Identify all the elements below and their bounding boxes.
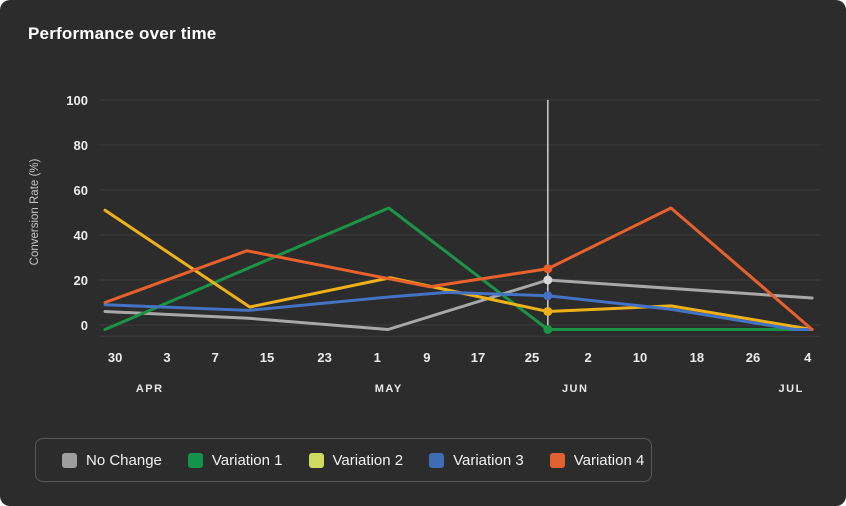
x-tick-label-26: 26 xyxy=(746,350,760,365)
legend-item-variation-4[interactable]: Variation 4 xyxy=(549,451,645,469)
legend-swatch-no-change xyxy=(62,452,77,468)
crosshair-dot-no-change xyxy=(543,275,553,285)
x-tick-label-3: 3 xyxy=(163,350,170,365)
x-month-label-jul: JUL xyxy=(779,383,804,395)
x-month-label-jun: JUN xyxy=(562,383,589,395)
x-tick-label-15: 15 xyxy=(260,350,274,365)
crosshair-dot-variation-2 xyxy=(543,307,553,316)
x-tick-label-18: 18 xyxy=(690,350,704,365)
crosshair-dot-variation-4 xyxy=(543,264,553,274)
x-month-label-apr: APR xyxy=(136,383,164,395)
y-tick-label-80: 80 xyxy=(74,138,88,153)
legend-swatch-variation-4 xyxy=(549,452,565,468)
x-tick-label-30: 30 xyxy=(108,350,122,365)
y-tick-label-40: 40 xyxy=(74,228,88,243)
series-line-variation-1 xyxy=(103,206,814,331)
legend-item-variation-1[interactable]: Variation 1 xyxy=(187,451,283,469)
y-tick-label-0: 0 xyxy=(81,318,88,333)
legend-item-variation-2[interactable]: Variation 2 xyxy=(308,451,404,469)
legend-swatch-variation-3 xyxy=(429,452,445,468)
legend-swatch-variation-1 xyxy=(187,452,203,468)
x-month-label-may: MAY xyxy=(375,383,403,395)
x-tick-label-7: 7 xyxy=(212,350,219,365)
chart-legend: No Change Variation 1 Variation 2 Variation… xyxy=(35,438,652,482)
legend-swatch-variation-2 xyxy=(308,452,324,468)
y-tick-label-20: 20 xyxy=(74,273,88,288)
y-tick-label-60: 60 xyxy=(74,183,88,198)
y-axis-label: Conversion Rate (%) xyxy=(29,158,41,265)
series-line-no-change xyxy=(103,278,814,331)
x-tick-label-2: 2 xyxy=(585,350,592,365)
x-tick-label-17: 17 xyxy=(471,350,485,365)
x-tick-label-25: 25 xyxy=(525,350,539,365)
x-tick-label-4: 4 xyxy=(804,350,812,365)
series-line-variation-4 xyxy=(103,206,814,331)
x-tick-label-23: 23 xyxy=(317,350,331,365)
crosshair-dot-variation-1 xyxy=(543,325,553,334)
series-line-variation-2 xyxy=(103,208,814,331)
x-tick-label-1: 1 xyxy=(374,350,381,365)
legend-label: Variation 4 xyxy=(573,451,645,469)
legend-label: Variation 2 xyxy=(332,451,404,469)
page-title: Performance over time xyxy=(28,24,217,43)
legend-label: No Change xyxy=(86,451,162,469)
x-tick-label-9: 9 xyxy=(423,350,430,365)
crosshair-dot-variation-3 xyxy=(543,291,553,301)
legend-item-no-change[interactable]: No Change xyxy=(62,452,162,469)
series-line-variation-3 xyxy=(103,290,814,331)
x-tick-label-10: 10 xyxy=(633,350,647,365)
legend-label: Variation 1 xyxy=(211,451,283,469)
y-tick-label-100: 100 xyxy=(66,93,88,108)
legend-label: Variation 3 xyxy=(453,451,524,469)
legend-item-variation-3[interactable]: Variation 3 xyxy=(429,452,524,469)
